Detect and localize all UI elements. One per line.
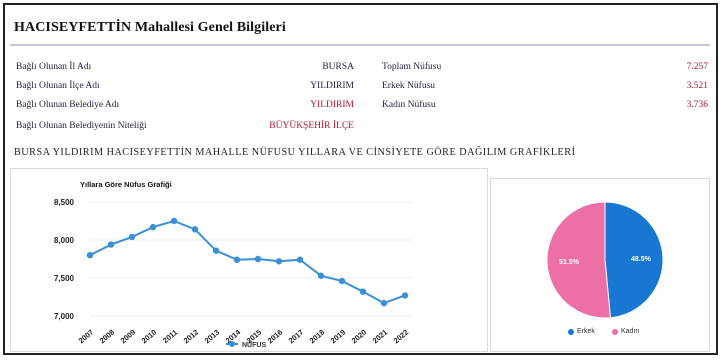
data-point-2011[interactable] [170, 217, 178, 225]
pie-slice-kadın[interactable] [546, 201, 612, 319]
info-value-toplam: 7.257 [686, 62, 708, 72]
data-point-2016[interactable] [275, 258, 283, 265]
info-value-belediye: YILDIRIM [310, 100, 354, 110]
legend-kadin: Kadın [612, 328, 639, 335]
title-divider [10, 44, 710, 46]
legend-label-erkek: Erkek [577, 328, 595, 335]
pie-slice-erkek[interactable] [604, 201, 664, 319]
info-label-nitelik: Bağlı Olunan Belediyenin Niteliği [16, 121, 147, 131]
data-point-2022[interactable] [401, 292, 409, 299]
data-point-2012[interactable] [191, 226, 199, 233]
info-label-toplam: Toplam Nüfusu [382, 62, 442, 72]
info-value-kadin: 3.736 [686, 100, 708, 110]
y-tick-label: 8,000 [54, 236, 75, 245]
info-label-belediye: Bağlı Olunan Belediye Adı [16, 100, 120, 110]
info-label-kadin: Kadın Nüfusu [382, 100, 436, 110]
data-point-2017[interactable] [296, 256, 304, 263]
data-point-2008[interactable] [107, 241, 115, 248]
data-point-2020[interactable] [359, 288, 367, 295]
page-frame [3, 3, 718, 355]
legend-swatch-kadin [612, 328, 618, 335]
data-point-2010[interactable] [149, 223, 157, 231]
info-value-erkek: 3.521 [686, 81, 708, 91]
pie-data-label: 48.5% [631, 256, 652, 263]
info-label-erkek: Erkek Nüfusu [382, 81, 436, 91]
line-chart-title: Yıllara Göre Nüfus Grafiği [80, 180, 172, 189]
info-value-ilce: YILDIRIM [310, 81, 354, 91]
legend-swatch-erkek [568, 328, 574, 335]
page-title: HACISEYFETTİN Mahallesi Genel Bilgileri [14, 20, 286, 35]
data-point-2009[interactable] [128, 233, 136, 241]
series-line-nufus [89, 219, 406, 305]
legend-label-nufus: NÜFUS [242, 340, 266, 349]
y-tick-label: 7,500 [54, 274, 75, 283]
pie-data-label: 51.5% [559, 259, 580, 266]
legend-label-kadin: Kadın [621, 328, 640, 335]
info-value-nitelik: BÜYÜKŞEHİR İLÇE [269, 121, 354, 131]
data-point-2013[interactable] [212, 247, 220, 254]
y-tick-label: 8,500 [54, 198, 75, 207]
info-label-il: Bağlı Olunan İl Adı [16, 62, 92, 72]
section-title: BURSA YILDIRIM HACISEYFETTİN MAHALLE NÜF… [14, 147, 576, 158]
data-point-2019[interactable] [338, 277, 346, 285]
data-point-2018[interactable] [317, 272, 325, 279]
data-point-2021[interactable] [380, 299, 388, 307]
data-point-2014[interactable] [233, 256, 241, 263]
info-value-il: BURSA [322, 62, 354, 72]
data-point-2007[interactable] [86, 252, 94, 259]
legend-erkek: Erkek [568, 328, 595, 335]
info-label-ilce: Bağlı Olunan İlçe Adı [16, 81, 100, 91]
data-point-2015[interactable] [254, 255, 262, 263]
legend-point-swatch [229, 341, 235, 347]
y-tick-label: 7,000 [54, 312, 75, 321]
